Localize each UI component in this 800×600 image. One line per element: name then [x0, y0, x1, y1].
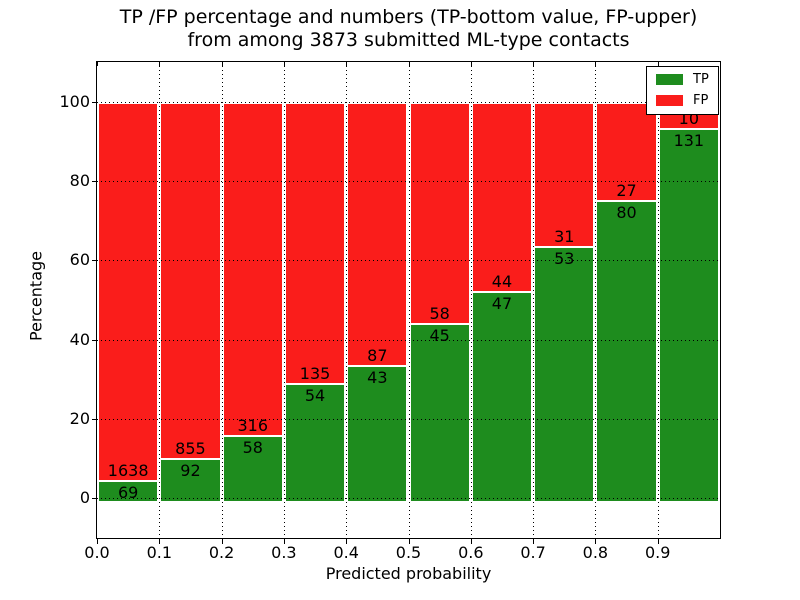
- x-tick-label: 0.8: [582, 543, 609, 562]
- legend-swatch-tp-icon: [656, 74, 683, 85]
- x-tick-mark: [221, 539, 223, 544]
- fp-bar-segment: [161, 101, 220, 460]
- x-tick-label: 0.2: [208, 543, 235, 562]
- x-tick-label: 0.3: [271, 543, 297, 562]
- fp-count-label: 27: [616, 180, 637, 200]
- tp-count-label: 53: [554, 249, 575, 269]
- y-tick-mark: [92, 498, 97, 500]
- x-tick-mark: [283, 539, 285, 544]
- gridline-vertical: [595, 62, 597, 538]
- fp-bar-segment: [99, 101, 158, 483]
- tp-bar-segment: [161, 459, 220, 502]
- legend-label-tp: TP: [693, 72, 709, 87]
- x-tick-mark: [346, 539, 348, 544]
- y-tick-label: 40: [69, 329, 90, 349]
- tp-bar-segment: [472, 293, 532, 502]
- x-tick-label: 0.1: [146, 543, 173, 562]
- fp-count-label: 87: [367, 346, 388, 366]
- legend: TP FP: [646, 66, 719, 115]
- legend-label-fp: FP: [693, 93, 709, 108]
- fp-count-label: 31: [554, 227, 575, 247]
- fp-bar-segment: [348, 101, 407, 368]
- x-tick-label: 0.5: [395, 543, 422, 562]
- gridline-vertical: [657, 62, 659, 538]
- chart-title-line1: TP /FP percentage and numbers (TP-bottom…: [119, 6, 698, 28]
- tp-bar-segment: [285, 385, 345, 502]
- chart-title: TP /FP percentage and numbers (TP-bottom…: [60, 6, 757, 52]
- tp-bar-segment: [535, 248, 594, 502]
- y-tick-label: 0: [79, 488, 90, 508]
- fp-bar-segment: [535, 101, 594, 249]
- x-tick-label: 0.9: [644, 543, 671, 562]
- x-tick-mark-top: [97, 62, 98, 66]
- gridline-vertical: [470, 62, 472, 538]
- y-tick-mark: [92, 339, 97, 341]
- gridline-vertical: [346, 62, 348, 538]
- fp-bar-segment: [597, 101, 656, 202]
- fp-count-label: 1638: [107, 461, 149, 481]
- plot-area: TP FP 1638 69 855 92 316 58 135 54 87 43 58 45 44 47 3…: [96, 61, 721, 539]
- legend-item-tp: TP: [656, 73, 709, 86]
- y-tick-label: 60: [69, 250, 90, 270]
- gridline-vertical: [159, 62, 161, 538]
- x-tick-mark: [657, 539, 659, 544]
- legend-swatch-fp-icon: [656, 95, 683, 106]
- fp-count-label: 316: [237, 415, 269, 435]
- x-tick-label: 0.6: [458, 543, 484, 562]
- fp-count-label: 855: [175, 438, 206, 458]
- y-tick-label: 20: [69, 409, 90, 428]
- tp-count-label: 54: [304, 386, 326, 405]
- x-tick-label: 0.7: [520, 543, 546, 562]
- gridline-vertical: [408, 62, 410, 538]
- tp-count-label: 131: [673, 130, 705, 150]
- tp-count-label: 47: [491, 294, 513, 314]
- x-tick-mark: [97, 539, 98, 544]
- fp-count-label: 58: [429, 304, 450, 324]
- tp-count-label: 43: [367, 368, 388, 388]
- tp-count-label: 45: [429, 326, 450, 346]
- tp-count-label: 80: [616, 202, 637, 222]
- x-tick-mark: [470, 539, 472, 544]
- legend-item-fp: FP: [656, 94, 709, 107]
- x-tick-label: 0.4: [333, 543, 359, 562]
- fp-bar-segment: [410, 101, 469, 326]
- tp-count-label: 58: [242, 437, 263, 457]
- tp-bar-segment: [223, 436, 282, 502]
- tp-bar-segment: [597, 201, 656, 502]
- x-tick-mark: [159, 539, 161, 544]
- fp-bar-segment: [223, 101, 282, 437]
- y-tick-mark: [92, 419, 97, 420]
- x-tick-mark: [533, 539, 535, 544]
- fp-bar-segment: [472, 101, 532, 294]
- y-tick-mark: [92, 101, 97, 103]
- tp-bar-segment: [659, 129, 718, 502]
- x-tick-label: 0.0: [84, 543, 110, 562]
- tp-bar-segment: [99, 482, 158, 502]
- y-tick-label: 80: [69, 171, 90, 190]
- gridline-vertical: [221, 62, 223, 538]
- gridline-vertical: [283, 62, 285, 538]
- tp-bar-segment: [348, 367, 407, 502]
- fp-count-label: 135: [299, 364, 331, 383]
- fp-bar-segment: [285, 101, 345, 385]
- y-tick-mark: [92, 260, 97, 262]
- tp-count-label: 69: [117, 483, 139, 503]
- y-tick-label: 100: [59, 91, 90, 111]
- chart-title-line2: from among 3873 submitted ML-type contac…: [187, 29, 630, 51]
- tp-count-label: 92: [180, 460, 201, 480]
- fp-count-label: 44: [491, 272, 513, 292]
- x-tick-mark: [408, 539, 410, 544]
- x-axis-label: Predicted probability: [325, 564, 492, 583]
- gridline-vertical: [533, 62, 535, 538]
- tp-bar-segment: [410, 325, 469, 502]
- y-tick-mark: [92, 181, 97, 182]
- x-tick-mark: [595, 539, 597, 544]
